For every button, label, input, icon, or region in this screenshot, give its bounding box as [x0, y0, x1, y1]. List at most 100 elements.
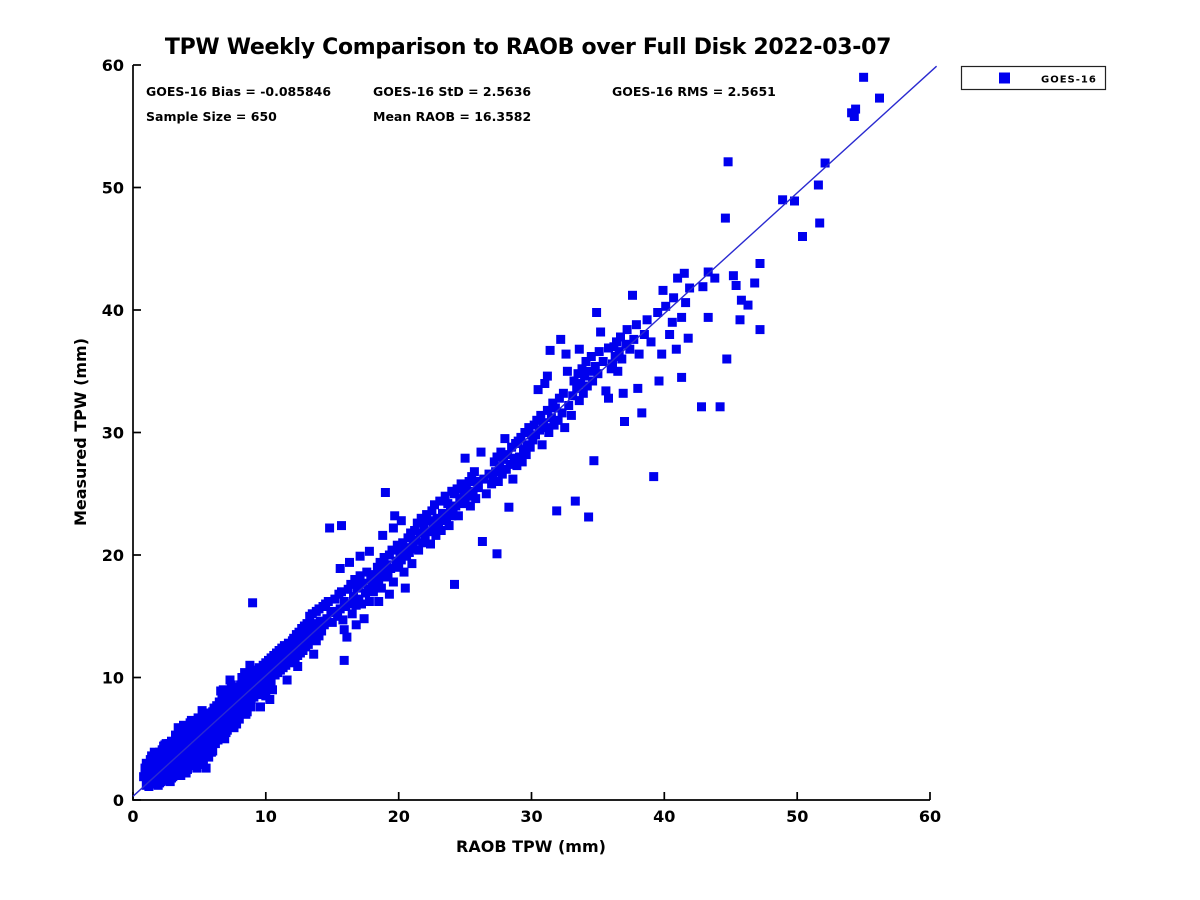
data-point: [394, 562, 404, 572]
data-point: [350, 575, 360, 584]
data-point: [432, 513, 442, 523]
data-point: [333, 611, 343, 621]
data-point: [573, 369, 583, 379]
data-point: [156, 777, 166, 787]
data-point: [384, 550, 394, 560]
data-point: [410, 526, 420, 535]
data-point: [472, 477, 482, 486]
data-point: [616, 332, 625, 342]
data-point: [225, 675, 235, 685]
data-point: [465, 501, 475, 511]
data-point: [481, 489, 491, 499]
data-point: [778, 195, 788, 205]
stat-bias: GOES-16 Bias = -0.085846: [146, 84, 331, 99]
data-point: [396, 555, 406, 565]
data-point: [422, 510, 432, 520]
x-tick-label: 0: [127, 807, 138, 826]
data-point: [750, 278, 760, 288]
data-point: [226, 680, 236, 690]
data-point: [390, 511, 400, 521]
data-point: [521, 450, 531, 460]
data-point: [622, 325, 632, 335]
data-point: [447, 511, 457, 521]
data-point: [161, 739, 171, 749]
fit-line: [132, 65, 938, 797]
data-point: [532, 415, 542, 425]
data-point: [537, 440, 547, 450]
data-point: [193, 713, 203, 723]
data-point: [414, 545, 424, 555]
data-point: [248, 598, 258, 608]
data-point: [311, 636, 321, 646]
data-point: [362, 567, 372, 577]
data-point: [266, 676, 276, 686]
data-point: [398, 538, 408, 548]
data-point: [728, 271, 738, 281]
data-point: [561, 349, 571, 359]
data-point: [585, 366, 595, 376]
data-point: [610, 352, 620, 361]
data-point: [459, 486, 469, 496]
data-point: [395, 548, 405, 557]
data-point: [418, 538, 428, 548]
data-point: [145, 778, 155, 788]
data-point: [281, 646, 291, 655]
y-tick-label: 50: [102, 179, 124, 198]
data-point: [628, 290, 637, 300]
legend-label: GOES-16: [1041, 75, 1097, 86]
y-tick-label: 60: [102, 56, 124, 75]
data-point: [435, 496, 445, 506]
chart-title: TPW Weekly Comparison to RAOB over Full …: [165, 35, 891, 60]
legend-frame: [960, 65, 1107, 91]
stat-rms: GOES-16 RMS = 2.5651: [612, 84, 776, 99]
data-point: [613, 366, 623, 376]
data-point: [541, 423, 551, 433]
data-point: [201, 763, 211, 773]
data-point: [400, 583, 410, 593]
data-point: [520, 428, 530, 437]
data-points: [139, 72, 884, 791]
data-point: [399, 567, 409, 577]
data-point: [620, 417, 629, 426]
data-point: [592, 308, 602, 317]
data-point: [216, 686, 226, 696]
data-point: [302, 619, 312, 629]
data-point: [813, 180, 823, 190]
data-point: [378, 566, 388, 576]
data-point: [505, 459, 515, 469]
data-point: [152, 768, 162, 778]
data-point: [562, 366, 572, 376]
data-point: [669, 293, 679, 303]
data-point: [492, 549, 502, 559]
data-point: [703, 312, 713, 322]
data-point: [190, 760, 200, 769]
data-point: [604, 343, 613, 353]
data-point: [609, 342, 619, 352]
data-point: [517, 457, 527, 467]
data-point: [314, 631, 324, 641]
data-point: [309, 649, 319, 659]
data-point: [677, 312, 687, 322]
data-point: [268, 685, 277, 695]
data-point: [424, 516, 434, 526]
data-point: [353, 583, 362, 593]
data-point: [337, 587, 346, 597]
data-point: [265, 695, 275, 704]
data-point: [371, 579, 381, 589]
data-point: [596, 327, 606, 337]
data-point: [226, 700, 236, 709]
x-tick-label: 10: [255, 807, 277, 826]
data-point: [710, 273, 720, 283]
data-point: [657, 349, 667, 359]
y-tick-label: 40: [102, 301, 124, 320]
data-point: [608, 359, 617, 369]
data-point: [698, 282, 708, 292]
data-point: [512, 461, 522, 471]
data-point: [196, 760, 206, 769]
data-point: [335, 564, 345, 573]
data-point: [491, 467, 501, 477]
data-point: [736, 295, 746, 305]
data-point: [531, 430, 540, 440]
data-point: [509, 453, 519, 463]
